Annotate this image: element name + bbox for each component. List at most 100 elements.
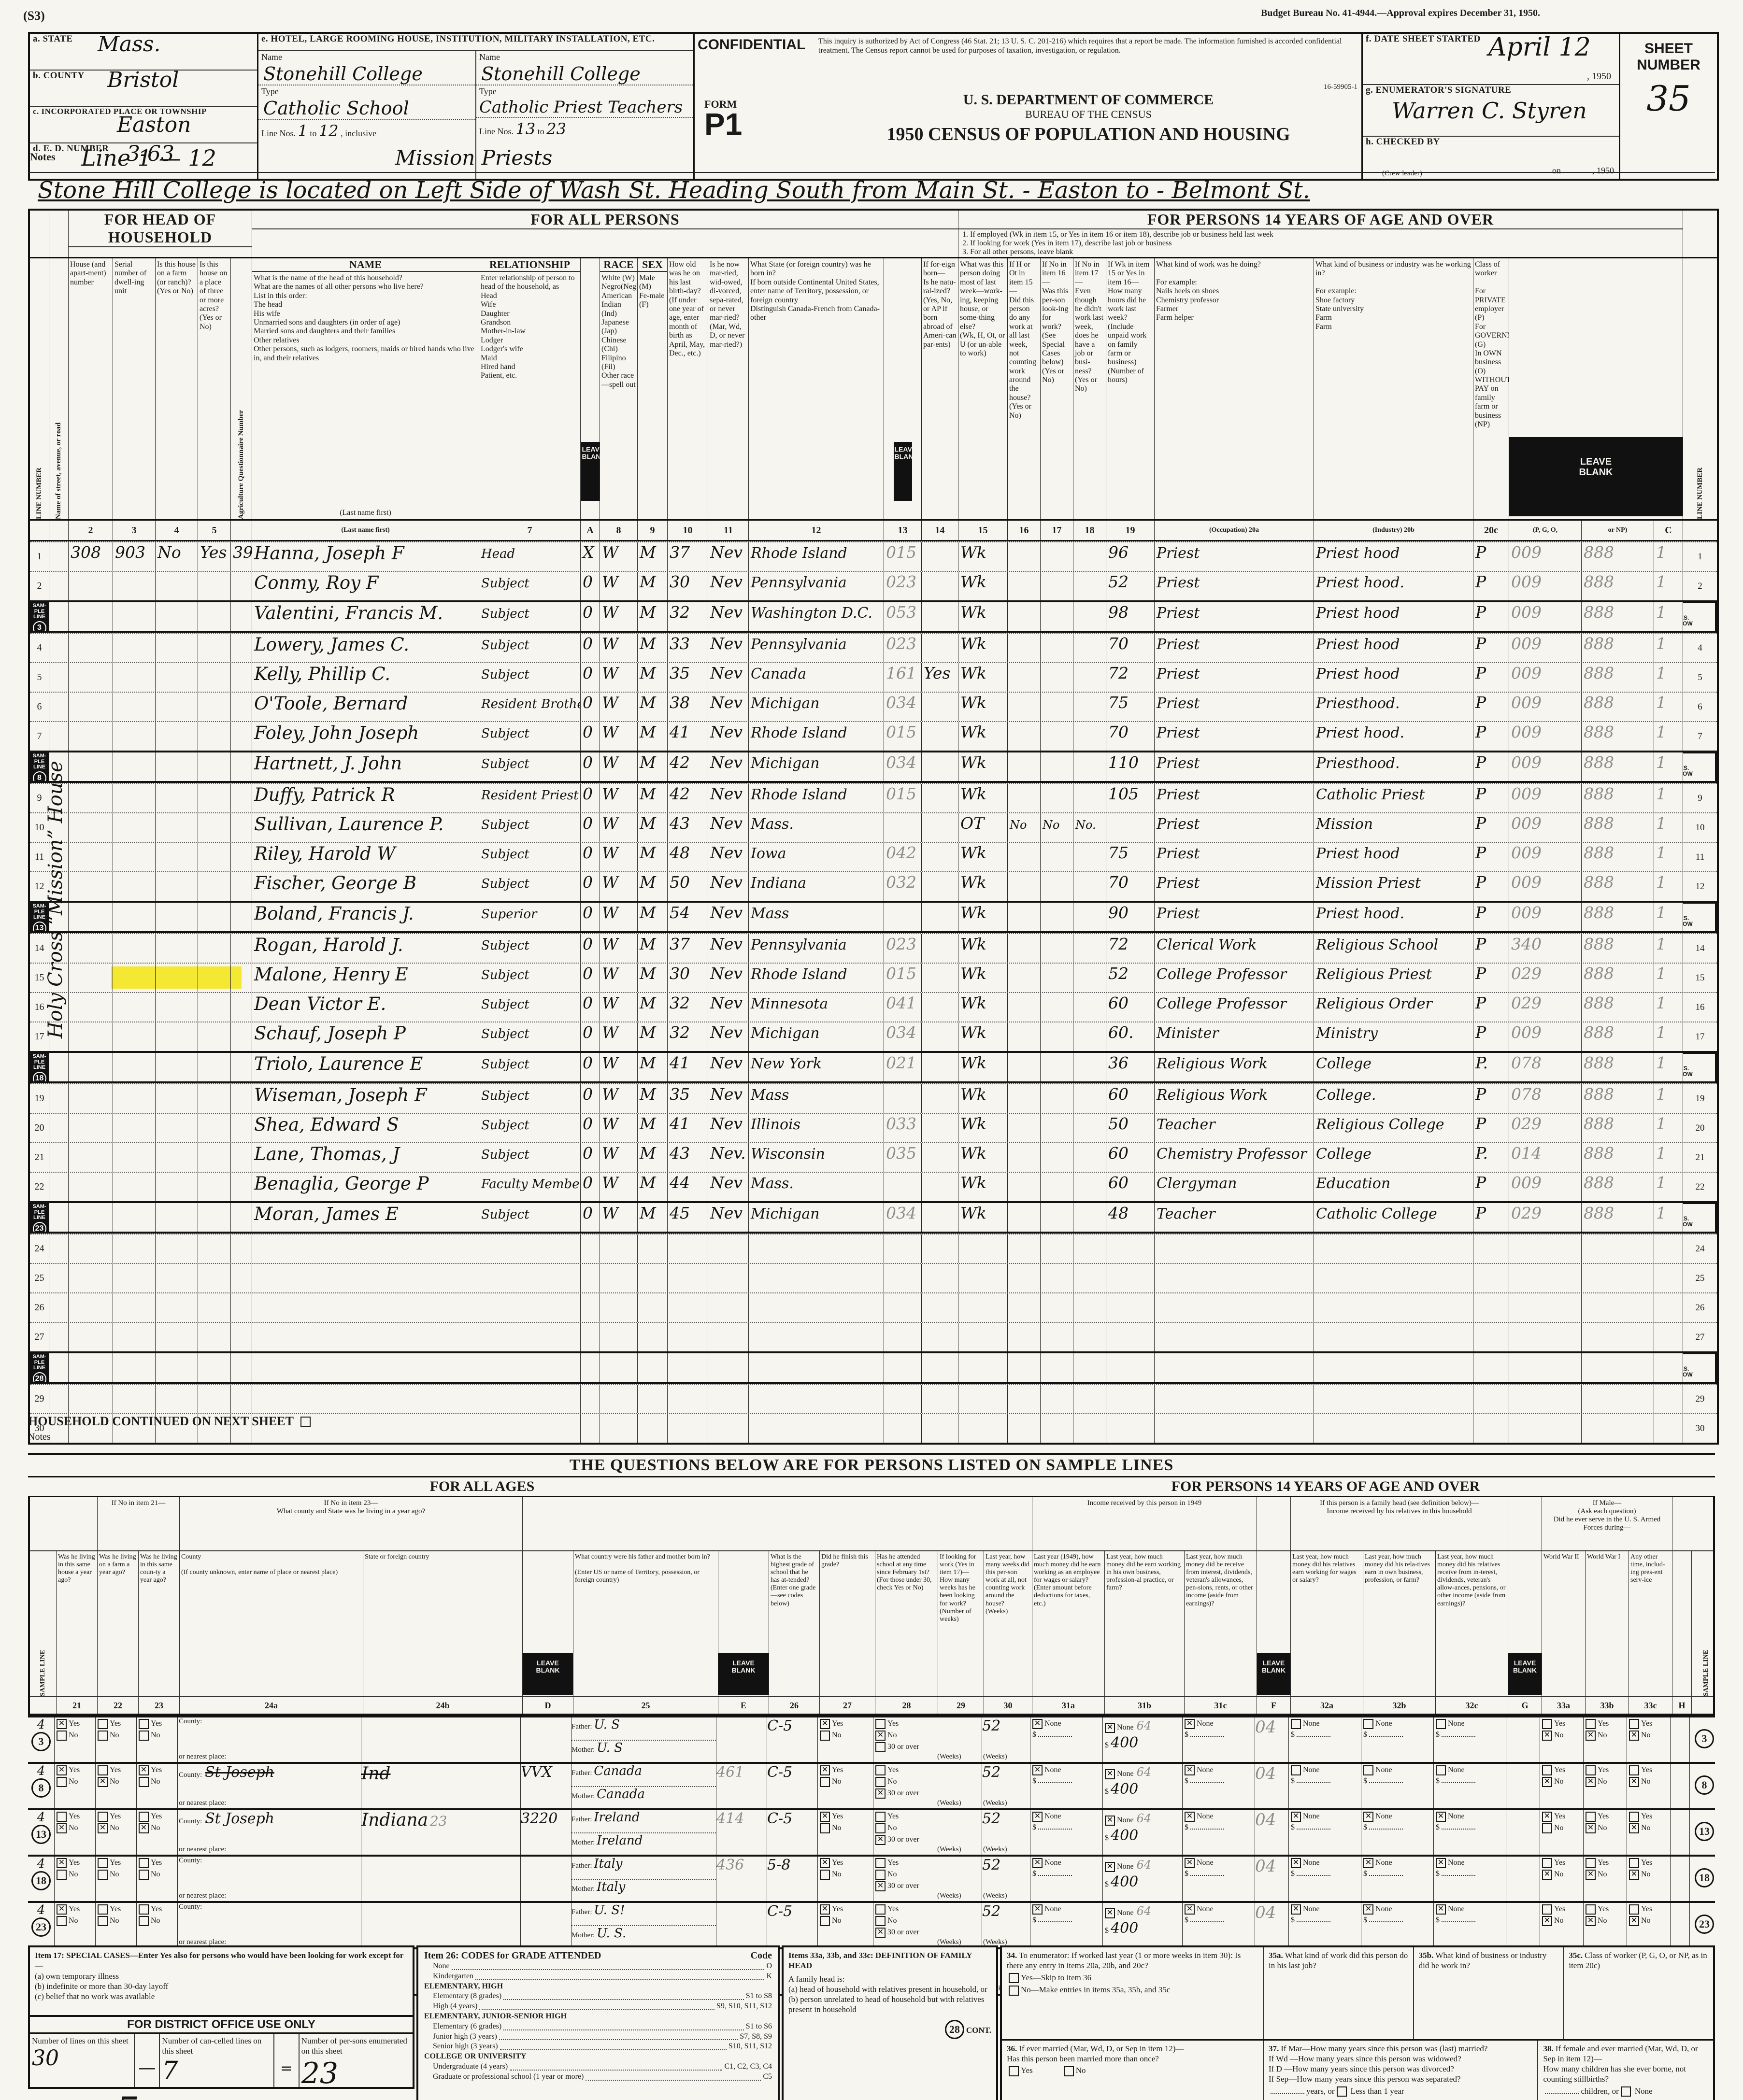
cell-c1: 009 (1509, 843, 1582, 871)
sample-row: 4 13 Yes ✕ No Yes ✕ No Yes ✕ No County: St Joseph o… (28, 1808, 1715, 1855)
crew-label: (Crew leader) (1382, 170, 1422, 177)
cell-mar: Nev (708, 634, 749, 662)
cell-street (49, 934, 69, 963)
cell-lva: 0 (581, 663, 600, 692)
cell-lva (581, 1234, 600, 1263)
cell-born (749, 1234, 884, 1263)
cell-race: W (600, 542, 638, 571)
sample-header-b31: Last year, how much money did he earn wo… (1105, 1551, 1185, 1696)
sample-cell-q22: Yes ✕ No (96, 1810, 137, 1855)
header-race: RACE White (W) Negro(Neg) American Indian… (600, 258, 638, 519)
checkbox: ✕ (1586, 1731, 1596, 1741)
table-row: 19 Wiseman, Joseph F Subject 0 W M 35 Nev Mass Wk… (30, 1083, 1717, 1113)
cell-w15: Wk (958, 572, 1008, 600)
cell-house (69, 1385, 113, 1413)
colnum-c1: (P, G, O, (1509, 521, 1582, 540)
cell-sex: M (638, 813, 668, 842)
cell-race (600, 1264, 638, 1292)
group-14plus: FOR PERSONS 14 YEARS OF AGE AND OVER (1171, 1478, 1480, 1494)
cell-cls: P (1473, 634, 1509, 662)
sample-cell-fm: Father: Ireland Mother: Ireland (571, 1810, 716, 1855)
cell-w17 (1041, 1143, 1073, 1172)
special-cases-title: Item 17: SPECIAL CASES—Enter Yes also fo… (35, 1951, 404, 1971)
sheet-number-box: SHEET NUMBER 35 (1620, 34, 1717, 179)
cell-w17 (1041, 1234, 1073, 1263)
table-colnum-row: 2 3 4 5 (Last name first) 7 A 8 9 10 11 12 13 14 15 16 1… (30, 521, 1717, 541)
cell-bcode: 053 (884, 602, 922, 631)
state-label: a. STATE (33, 34, 73, 44)
cell-acres (198, 602, 231, 631)
cell-w17 (1041, 542, 1073, 571)
cell-lva: 0 (581, 722, 600, 751)
cell-nat (922, 1264, 958, 1292)
sample-cell-a32: ✕ None $ (1289, 1810, 1361, 1855)
cell-name (252, 1353, 479, 1382)
sample-cell-q29: (Weeks) (936, 1717, 982, 1762)
cell-w16 (1008, 1385, 1041, 1413)
cell-age: 41 (668, 1053, 708, 1081)
cell-serial (113, 663, 156, 692)
cell-c1: 009 (1509, 572, 1582, 600)
sample-cell-slr: 8 (1690, 1764, 1719, 1808)
checkbox: ✕ (1032, 1765, 1043, 1775)
sample-header-sl: SAMPLE LINE (30, 1551, 57, 1696)
cell-hours (1106, 1234, 1155, 1263)
cell-nat (922, 1022, 958, 1051)
sample-cell-h (1671, 1903, 1690, 1947)
checkbox: ✕ (820, 1765, 830, 1775)
cell-c3: 1 (1654, 722, 1683, 751)
cell-c1 (1509, 1414, 1582, 1443)
checkbox (1586, 1904, 1596, 1915)
continued-label: HOUSEHOLD CONTINUED ON NEXT SHEET (28, 1414, 294, 1428)
cell-serial (113, 572, 156, 600)
item36-text: If ever married (Mar, Wd, D, or Sep in i… (1007, 2043, 1184, 2063)
cell-farm (156, 1264, 198, 1292)
checkbox (1629, 1719, 1639, 1729)
cell-acres (198, 903, 231, 931)
cell-street (49, 1293, 69, 1322)
sample-group-ifno23: If No in item 23— What county and State … (180, 1497, 523, 1550)
cell-acres (198, 1293, 231, 1322)
cell-ag (231, 1022, 252, 1051)
cell-w18 (1073, 542, 1106, 571)
checkbox (98, 1812, 108, 1822)
cell-race: W (600, 872, 638, 901)
cell-c3: 1 (1654, 1053, 1683, 1081)
checked-on: on (1552, 166, 1561, 175)
cell-lva: 0 (581, 602, 600, 631)
cell-sex: M (638, 693, 668, 721)
cell-mar: Nev. (708, 1143, 749, 1172)
sample-cell-b33: Yes ✕ No (1584, 1764, 1627, 1808)
checkbox: ✕ (1629, 1777, 1639, 1787)
sample-cell-q30: 52 (Weeks) (982, 1810, 1030, 1855)
cell-occ: Priest (1155, 813, 1314, 842)
cell-ag (231, 964, 252, 992)
cell-c3: 1 (1654, 572, 1683, 600)
header-text-serial: Serial number of dwell-ing unit (114, 260, 147, 296)
cell-w17 (1041, 1264, 1073, 1292)
item37-lines: If Mar—How many years since this person … (1269, 2043, 1488, 2084)
cell-age: 32 (668, 602, 708, 631)
cancelled-label: Number of can-celled lines on this sheet (162, 2036, 262, 2056)
cell-w15: Wk (958, 903, 1008, 931)
sample-cell-fm: Father: U. S Mother: U. S (571, 1717, 716, 1762)
checkbox: ✕ (1185, 1765, 1195, 1775)
cell-w18 (1073, 1053, 1106, 1081)
checkbox: ✕ (1032, 1812, 1043, 1822)
cell-occ: Religious Work (1155, 1084, 1314, 1113)
cell-w15: Wk (958, 1053, 1008, 1081)
name-label: Name (261, 52, 282, 62)
sample-cell-q30: 52 (Weeks) (982, 1764, 1030, 1808)
date-value: April 12 (1488, 33, 1591, 62)
cell-hours: 75 (1106, 693, 1155, 721)
checkbox: ✕ (1105, 1908, 1115, 1918)
cell-cls (1473, 1414, 1509, 1443)
sample-cell-fm: Father: Italy Mother: Italy (571, 1857, 716, 1901)
cell-w16 (1008, 663, 1041, 692)
cell-line-number: 19 (30, 1084, 49, 1113)
county-value: Bristol (107, 67, 179, 92)
cell-c2: 888 (1582, 722, 1654, 751)
sample-colnum-grade: 26 (769, 1697, 820, 1714)
cell-mar: Nev (708, 1173, 749, 1201)
